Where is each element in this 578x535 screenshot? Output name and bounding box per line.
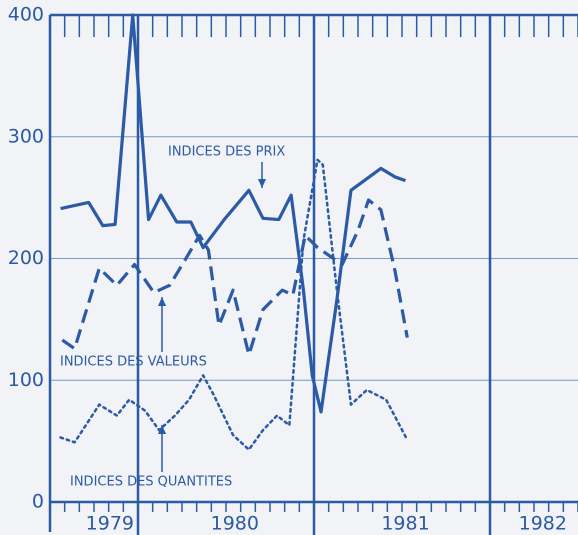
x-tick-label: 1982 [519, 513, 567, 535]
series-line [61, 198, 409, 357]
arrow-head [258, 179, 266, 188]
annotation: INDICES DES VALEURS [60, 355, 207, 370]
y-tick-label: 100 [8, 369, 44, 391]
arrow-head [158, 297, 166, 306]
annotation: INDICES DES PRIX [168, 145, 285, 160]
series-line [59, 158, 409, 451]
x-tick-label: 1981 [381, 513, 429, 535]
y-tick-label: 200 [8, 247, 44, 269]
arrow-head [158, 425, 166, 434]
y-tick-label: 300 [8, 125, 44, 147]
x-tick-label: 1979 [86, 513, 134, 535]
annotation: INDICES DES QUANTITES [70, 475, 232, 490]
y-tick-label: 400 [8, 4, 44, 26]
y-tick-label: 0 [32, 491, 44, 513]
x-tick-label: 1980 [211, 513, 259, 535]
